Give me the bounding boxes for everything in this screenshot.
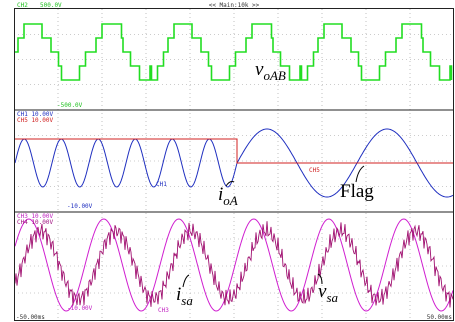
trace-label: CH1 — [156, 181, 167, 188]
subscript: oAB — [263, 68, 285, 83]
time-start: -50.00ms — [16, 314, 45, 321]
channel-scale: 500.0V — [40, 2, 62, 9]
subscript: sa — [326, 290, 338, 305]
bottom-scale: -10.00V — [67, 305, 93, 312]
channel-label: CH2 — [17, 2, 28, 9]
trace-label: CH5 — [309, 167, 320, 174]
time-end: 50.00ms — [427, 314, 453, 321]
annotation: Flag — [340, 181, 374, 202]
subscript: sa — [181, 293, 193, 308]
channel-label: CH5 10.00V — [17, 117, 54, 124]
bottom-scale: -10.00V — [67, 203, 93, 210]
trace-label: CH3 — [158, 307, 169, 314]
bottom-scale: -500.0V — [57, 102, 83, 109]
subscript: oA — [223, 193, 238, 208]
timebase: << Main:10k >> — [209, 2, 260, 9]
oscilloscope-screen: CH2 500.0V << Main:10k >> -500.0V CH1 10… — [0, 0, 455, 322]
channel-label: CH4 10.00V — [17, 219, 54, 226]
